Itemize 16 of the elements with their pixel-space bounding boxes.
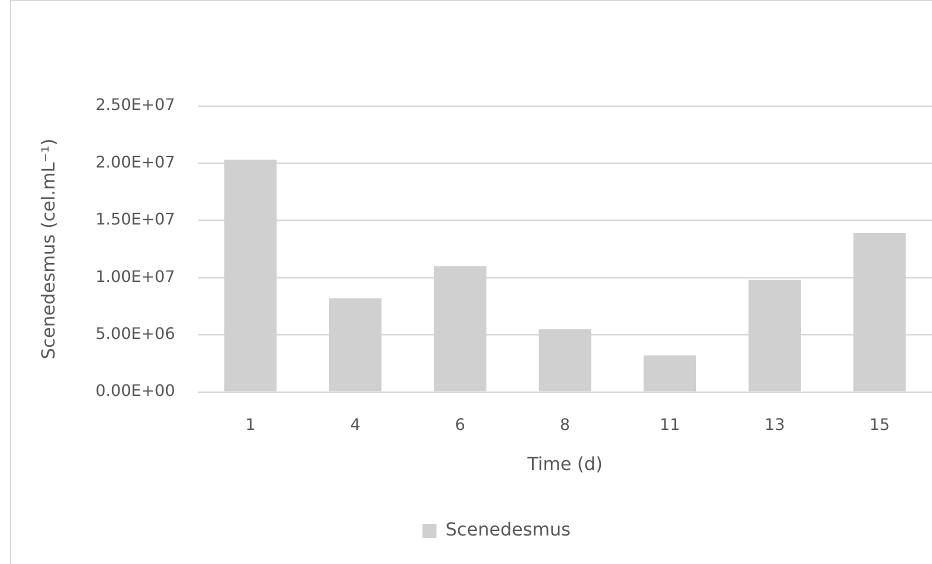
x-tick-label: 4 [350, 414, 360, 434]
y-tick-label: 2.50E+07 [96, 95, 175, 114]
x-tick-label: 1 [245, 414, 256, 434]
y-tick-label: 2.00E+07 [96, 152, 175, 172]
y-tick-label: 1.00E+07 [96, 266, 175, 286]
x-tick-label: 8 [560, 414, 570, 434]
x-tick-label: 11 [660, 414, 680, 434]
x-tick-label: 15 [869, 414, 890, 434]
y-tick-label: 5.00E+06 [96, 324, 175, 343]
legend-label: Scenedesmus [445, 520, 571, 541]
y-axis-title: Scenedesmus (cel.mL⁻¹) [38, 138, 60, 360]
x-tick-label: 6 [455, 414, 466, 434]
y-tick-label: 0.00E+00 [96, 381, 175, 400]
y-tick-label: 1.50E+07 [96, 210, 175, 229]
x-tick-label: 13 [764, 414, 785, 434]
x-axis-title: Time (d) [526, 454, 603, 475]
